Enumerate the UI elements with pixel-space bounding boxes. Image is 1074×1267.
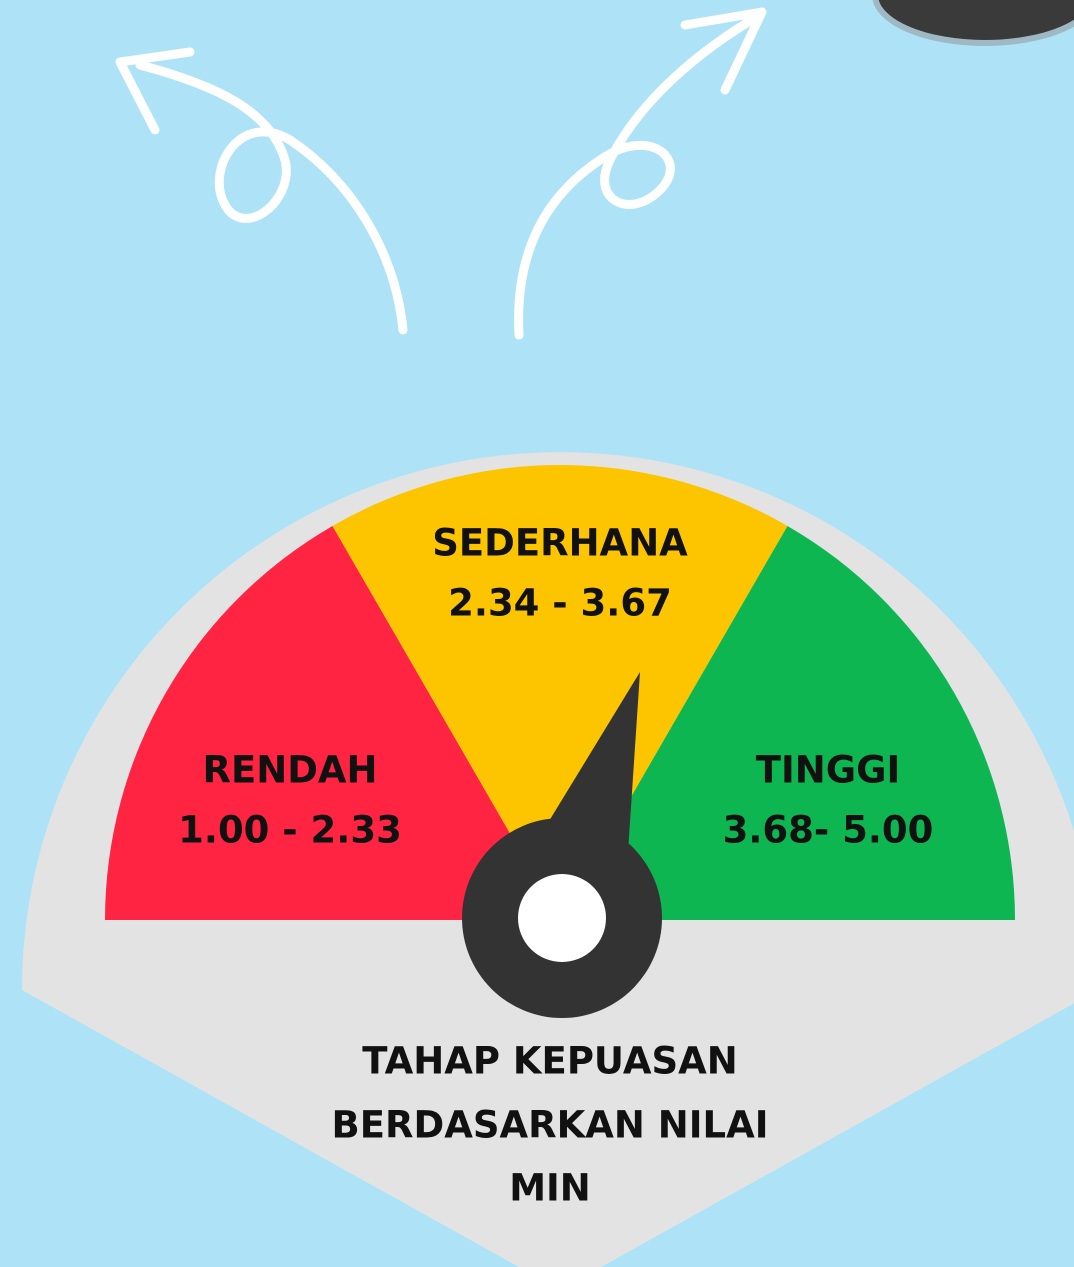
- needle-hub-center: [518, 874, 606, 962]
- segment-range: 1.00 - 2.33: [178, 809, 402, 852]
- segment-label: RENDAH: [202, 749, 377, 792]
- segment-label: SEDERHANA: [432, 522, 688, 565]
- page: RENDAH 1.00 - 2.33 SEDERHANA 2.34 - 3.67…: [0, 0, 1074, 1267]
- caption: TAHAP KEPUASAN: [362, 1040, 737, 1083]
- caption: BERDASARKAN NILAI: [332, 1104, 769, 1147]
- caption: MIN: [509, 1167, 591, 1210]
- segment-range: 2.34 - 3.67: [448, 582, 672, 625]
- segment-range: 3.68- 5.00: [723, 809, 934, 852]
- segment-label: TINGGI: [756, 749, 900, 792]
- infographic: RENDAH 1.00 - 2.33 SEDERHANA 2.34 - 3.67…: [0, 0, 1074, 1267]
